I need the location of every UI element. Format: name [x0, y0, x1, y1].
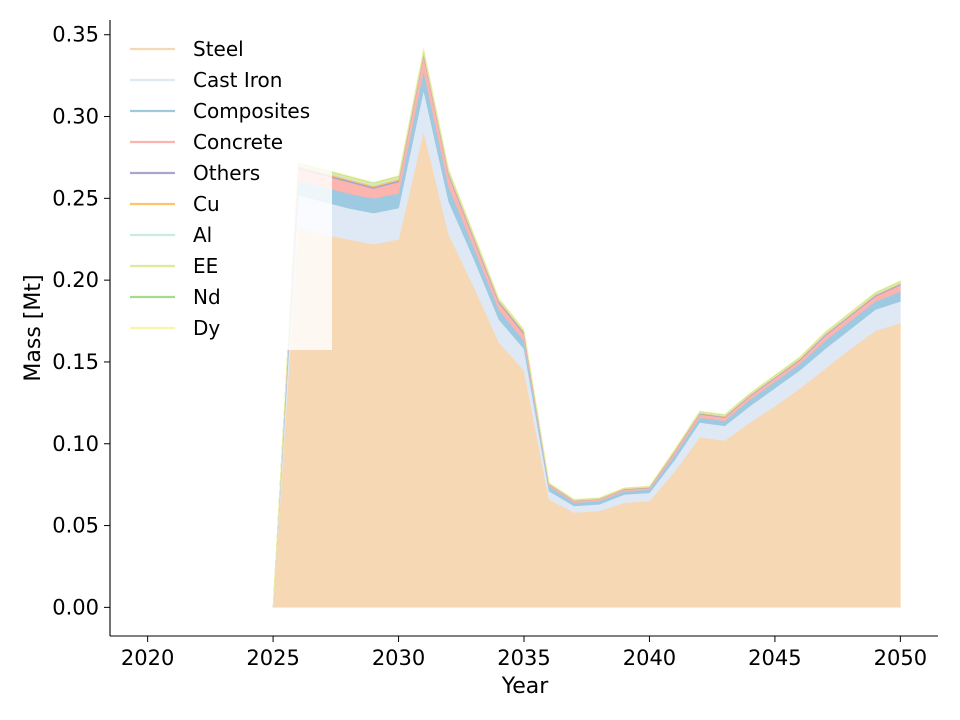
y-tick-label: 0.25	[52, 186, 99, 210]
x-axis-title: Year	[501, 674, 550, 699]
y-tick-label: 0.35	[52, 23, 99, 47]
y-tick-label: 0.20	[52, 268, 99, 292]
x-tick-label: 2035	[497, 646, 550, 670]
area-dy	[272, 48, 901, 608]
legend-label: Cast Iron	[193, 68, 282, 92]
x-tick-label: 2045	[748, 646, 801, 670]
legend-label: Nd	[193, 285, 221, 309]
y-tick-label: 0.10	[52, 432, 99, 456]
area-layers	[272, 48, 901, 608]
x-tick-label: 2030	[372, 646, 425, 670]
y-tick-label: 0.30	[52, 105, 99, 129]
x-tick-label: 2050	[874, 646, 927, 670]
legend-label: Others	[193, 161, 260, 185]
y-tick-label: 0.00	[52, 595, 99, 619]
legend-label: Al	[193, 223, 212, 247]
legend-label: EE	[193, 254, 218, 278]
y-axis-title: Mass [Mt]	[21, 274, 46, 381]
y-tick-label: 0.15	[52, 350, 99, 374]
axes: 2020 2025 2030 2035 2040 2045 2050 0.00 0.05 0.10…	[52, 20, 938, 670]
x-tick-label: 2040	[623, 646, 676, 670]
legend-label: Concrete	[193, 130, 283, 154]
legend-label: Steel	[193, 37, 244, 61]
y-tick-label: 0.05	[52, 514, 99, 538]
legend-label: Cu	[193, 192, 220, 216]
x-tick-label: 2020	[121, 646, 174, 670]
legend-label: Composites	[193, 99, 310, 123]
legend: Steel Cast Iron Composites Concrete Others Cu…	[130, 37, 310, 340]
legend-label: Dy	[193, 316, 220, 340]
x-tick-label: 2025	[246, 646, 299, 670]
